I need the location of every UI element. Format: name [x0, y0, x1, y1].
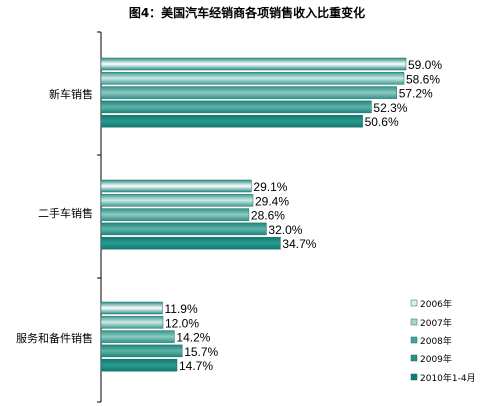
category-label: 新车销售 [49, 87, 93, 101]
data-label: 12.0% [165, 316, 199, 330]
bar [100, 114, 363, 128]
bar [100, 316, 164, 329]
bar [100, 208, 250, 221]
legend-label: 2008年 [420, 335, 452, 347]
data-label: 28.6% [251, 209, 285, 223]
data-labels: 59.0%58.6%57.2%52.3%50.6% 29.1%29.4%28.6%… [165, 58, 443, 373]
y-axis-ticks [97, 31, 101, 403]
legend-label: 2006年 [420, 298, 452, 310]
legend-label: 2009年 [420, 353, 452, 365]
category-label: 服务和备件销售 [16, 331, 93, 345]
bar [100, 358, 178, 372]
chart-title: 图4：美国汽车经销商各项销售收入比重变化 [129, 5, 365, 20]
category-label: 二手车销售 [38, 206, 93, 220]
bars [100, 57, 407, 372]
data-label: 29.4% [255, 194, 289, 208]
legend-label: 2007年 [420, 317, 452, 329]
legend: 2006年 2007年 2008年 2009年 2010年1-4月 [410, 298, 476, 384]
bar [100, 57, 407, 71]
bar [100, 100, 372, 114]
data-label: 34.7% [282, 237, 316, 251]
data-label: 59.0% [408, 58, 442, 72]
data-label: 14.2% [176, 331, 210, 345]
data-label: 58.6% [406, 72, 440, 86]
bar [100, 344, 183, 358]
bar [100, 194, 254, 207]
data-label: 50.6% [365, 115, 399, 129]
bar [100, 236, 281, 250]
data-label: 15.7% [184, 345, 218, 359]
legend-swatch [410, 336, 418, 344]
bar [100, 72, 405, 85]
data-label: 11.9% [165, 302, 198, 316]
bar [100, 330, 175, 343]
bar [100, 86, 397, 99]
data-label: 57.2% [399, 87, 433, 101]
data-label: 32.0% [268, 223, 302, 237]
bar [100, 179, 252, 193]
legend-swatch [410, 318, 418, 326]
legend-swatch [410, 373, 418, 381]
data-label: 14.7% [179, 359, 213, 373]
bar [100, 301, 163, 315]
data-label: 29.1% [253, 180, 287, 194]
bar [100, 222, 267, 236]
legend-swatch [410, 354, 418, 362]
data-label: 52.3% [373, 101, 407, 115]
legend-swatch [410, 299, 418, 307]
legend-label: 2010年1-4月 [420, 372, 476, 384]
